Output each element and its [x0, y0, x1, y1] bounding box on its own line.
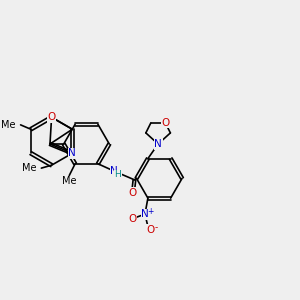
Text: H: H	[114, 170, 121, 179]
Text: -: -	[154, 224, 158, 232]
Text: O: O	[129, 188, 137, 198]
Text: O: O	[47, 112, 56, 122]
Text: +: +	[147, 207, 153, 216]
Text: O: O	[129, 214, 137, 224]
Text: O: O	[146, 225, 154, 235]
Text: N: N	[154, 139, 162, 149]
Text: N: N	[68, 148, 76, 158]
Text: O: O	[161, 118, 169, 128]
Text: N: N	[141, 209, 149, 219]
Text: Me: Me	[62, 176, 76, 186]
Text: N: N	[110, 166, 118, 176]
Text: Me: Me	[22, 163, 36, 173]
Text: Me: Me	[1, 120, 15, 130]
